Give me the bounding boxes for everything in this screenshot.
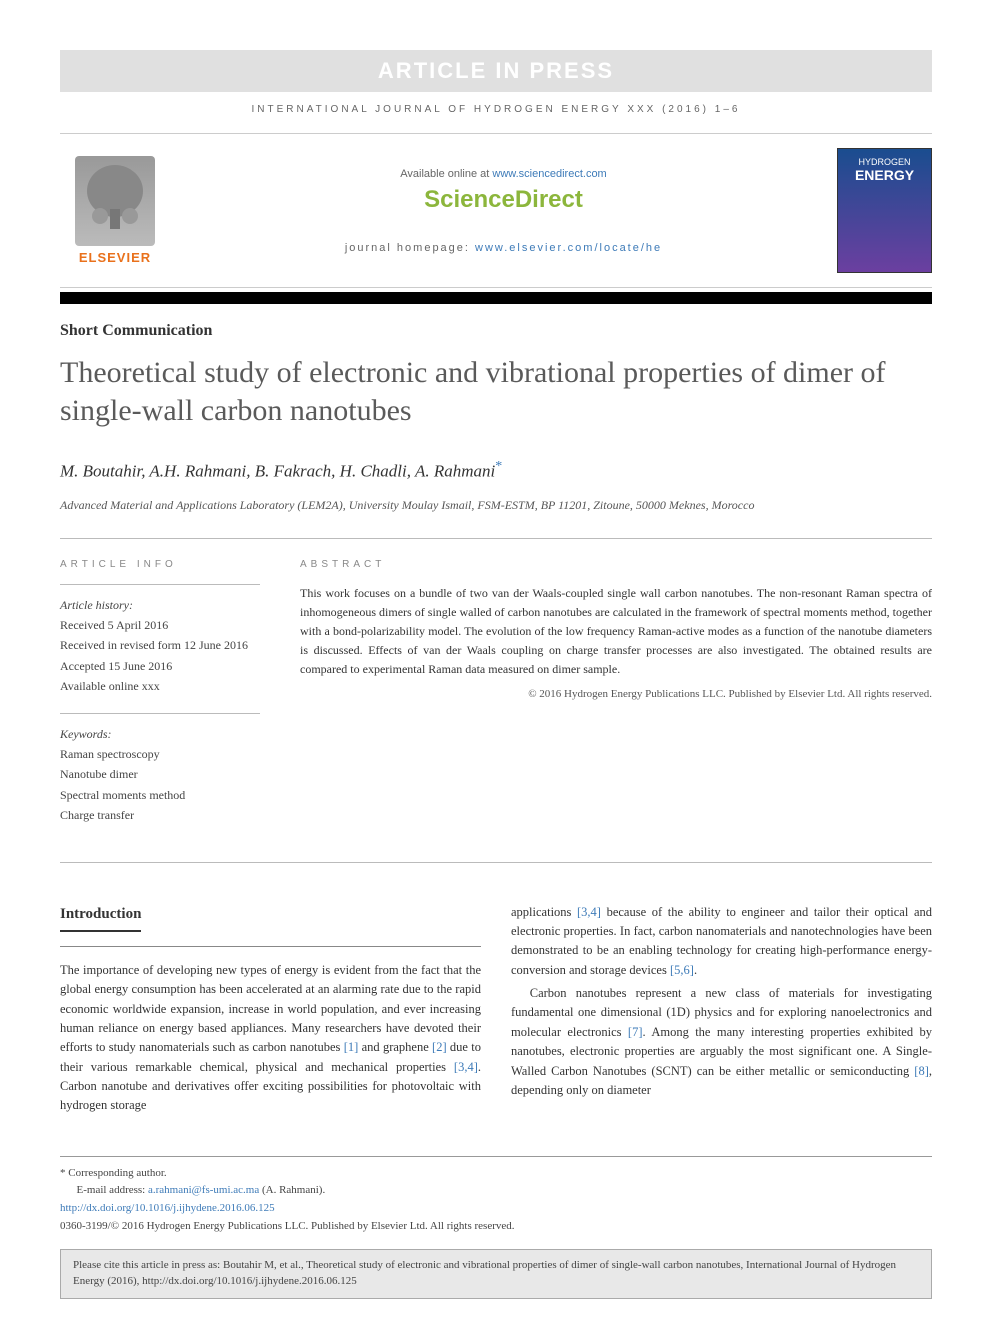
cover-text-hydrogen: HYDROGEN [858, 157, 910, 167]
keyword-1: Raman spectroscopy [60, 744, 260, 764]
corresponding-author-label: * Corresponding author. [60, 1165, 932, 1183]
article-type: Short Communication [60, 322, 932, 340]
email-line: E-mail address: a.rahmani@fs-umi.ac.ma (… [60, 1182, 932, 1200]
keyword-2: Nanotube dimer [60, 764, 260, 784]
cover-text-energy: ENERGY [855, 167, 914, 183]
intro-heading-wrap: Introduction [60, 903, 481, 947]
journal-cover-thumbnail[interactable]: HYDROGEN ENERGY [837, 148, 932, 273]
abstract-text: This work focuses on a bundle of two van… [300, 584, 932, 680]
history-label: Article history: [60, 595, 260, 615]
abstract-column: ABSTRACT This work focuses on a bundle o… [300, 559, 932, 842]
author-email[interactable]: a.rahmani@fs-umi.ac.ma [148, 1184, 259, 1196]
header-box: ELSEVIER Available online at www.science… [60, 133, 932, 288]
abstract-copyright: © 2016 Hydrogen Energy Publications LLC.… [300, 688, 932, 700]
authors-list: M. Boutahir, A.H. Rahmani, B. Fakrach, H… [60, 459, 932, 482]
homepage-label: journal homepage: [345, 242, 475, 254]
reference-link-2[interactable]: [2] [432, 1040, 447, 1054]
sciencedirect-url[interactable]: www.sciencedirect.com [492, 168, 606, 180]
elsevier-text: ELSEVIER [60, 250, 170, 265]
email-label: E-mail address: [77, 1184, 148, 1196]
article-history-block: Article history: Received 5 April 2016 R… [60, 584, 260, 697]
reference-link-56[interactable]: [5,6] [670, 963, 694, 977]
reference-link-34b[interactable]: [3,4] [577, 905, 601, 919]
intro-text-1b: and graphene [358, 1040, 432, 1054]
sciencedirect-logo[interactable]: ScienceDirect [190, 186, 817, 214]
elsevier-logo[interactable]: ELSEVIER [60, 156, 170, 265]
affiliation: Advanced Material and Applications Labor… [60, 496, 932, 514]
elsevier-tree-icon [75, 156, 155, 246]
introduction-heading: Introduction [60, 903, 141, 932]
divider [60, 538, 932, 539]
article-info-heading: ARTICLE INFO [60, 559, 260, 570]
keyword-4: Charge transfer [60, 805, 260, 825]
keyword-3: Spectral moments method [60, 785, 260, 805]
online-date: Available online xxx [60, 676, 260, 696]
article-info-column: ARTICLE INFO Article history: Received 5… [60, 559, 260, 842]
article-in-press-banner: ARTICLE IN PRESS [60, 50, 932, 92]
info-abstract-row: ARTICLE INFO Article history: Received 5… [60, 559, 932, 842]
article-title: Theoretical study of electronic and vibr… [60, 354, 932, 429]
email-suffix: (A. Rahmani). [259, 1184, 325, 1196]
intro-paragraph-1: The importance of developing new types o… [60, 961, 481, 1116]
article-page: ARTICLE IN PRESS INTERNATIONAL JOURNAL O… [0, 0, 992, 1329]
available-online: Available online at www.sciencedirect.co… [190, 168, 817, 180]
authors-names: M. Boutahir, A.H. Rahmani, B. Fakrach, H… [60, 462, 495, 481]
doi-link[interactable]: http://dx.doi.org/10.1016/j.ijhydene.201… [60, 1200, 932, 1218]
footer: * Corresponding author. E-mail address: … [60, 1156, 932, 1235]
corresponding-mark: * [495, 459, 502, 474]
received-date: Received 5 April 2016 [60, 615, 260, 635]
intro-column-right: applications [3,4] because of the abilit… [511, 903, 932, 1116]
journal-homepage: journal homepage: www.elsevier.com/locat… [190, 242, 817, 254]
reference-link-8[interactable]: [8] [914, 1064, 929, 1078]
reference-link-7[interactable]: [7] [628, 1025, 643, 1039]
keywords-label: Keywords: [60, 724, 260, 744]
journal-reference: INTERNATIONAL JOURNAL OF HYDROGEN ENERGY… [60, 104, 932, 115]
divider [60, 862, 932, 863]
introduction-section: Introduction The importance of developin… [60, 903, 932, 1116]
citation-box: Please cite this article in press as: Bo… [60, 1249, 932, 1299]
keywords-block: Keywords: Raman spectroscopy Nanotube di… [60, 713, 260, 826]
header-center: Available online at www.sciencedirect.co… [170, 168, 837, 254]
reference-link-34a[interactable]: [3,4] [454, 1060, 478, 1074]
intro-text-2c: . [694, 963, 697, 977]
revised-date: Received in revised form 12 June 2016 [60, 635, 260, 655]
intro-text-2a: applications [511, 905, 577, 919]
intro-column-left: Introduction The importance of developin… [60, 903, 481, 1116]
issn-copyright-line: 0360-3199/© 2016 Hydrogen Energy Publica… [60, 1218, 932, 1236]
black-divider-bar [60, 292, 932, 304]
intro-paragraph-2: applications [3,4] because of the abilit… [511, 903, 932, 981]
abstract-heading: ABSTRACT [300, 559, 932, 570]
available-label: Available online at [400, 168, 492, 180]
intro-paragraph-3: Carbon nanotubes represent a new class o… [511, 984, 932, 1100]
reference-link-1[interactable]: [1] [344, 1040, 359, 1054]
homepage-link[interactable]: www.elsevier.com/locate/he [475, 242, 662, 254]
accepted-date: Accepted 15 June 2016 [60, 656, 260, 676]
